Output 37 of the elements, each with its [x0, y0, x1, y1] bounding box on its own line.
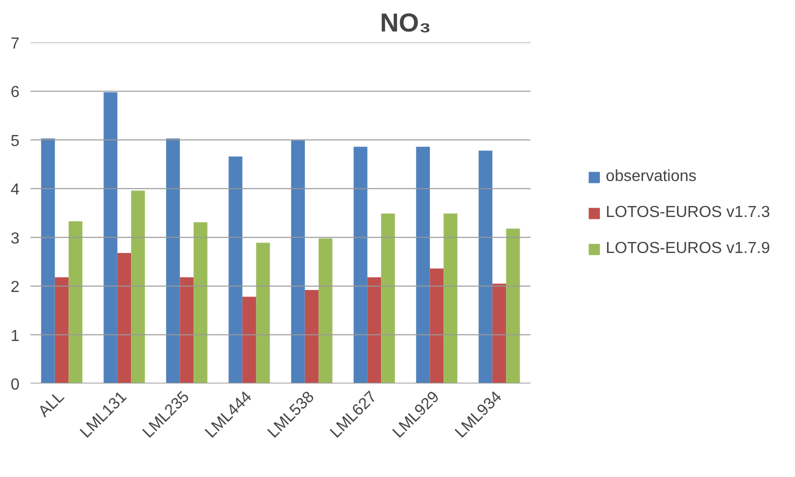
bar [166, 138, 180, 384]
bar [291, 140, 305, 384]
y-tick-label: 2 [10, 279, 20, 296]
bar [194, 222, 208, 384]
bar [228, 156, 242, 384]
bar [506, 228, 520, 384]
bar [131, 190, 145, 384]
y-tick-label: 7 [10, 36, 20, 52]
bar [256, 242, 270, 384]
bar [492, 284, 506, 384]
bar [444, 213, 458, 384]
legend-label: LOTOS-EUROS v1.7.3 [606, 204, 770, 222]
y-tick-label: 0 [10, 376, 20, 394]
bar [180, 277, 194, 384]
bar [41, 138, 55, 384]
bar [367, 277, 382, 384]
y-tick-label: 6 [10, 84, 20, 102]
y-tick-label: 5 [10, 132, 20, 150]
bar [478, 150, 492, 384]
bar [381, 213, 395, 384]
bar [117, 252, 132, 384]
legend-label: observations [606, 168, 697, 186]
bar [416, 146, 430, 384]
legend-label: LOTOS-EUROS v1.7.9 [606, 240, 770, 258]
bar [104, 92, 118, 384]
bar [68, 221, 82, 384]
y-tick-label: 1 [10, 328, 20, 345]
x-tick-label: ALL [36, 388, 68, 421]
bar [304, 290, 319, 384]
bar [354, 146, 368, 384]
y-tick-label: 4 [10, 182, 20, 199]
bar [54, 277, 69, 384]
bar [242, 296, 256, 384]
bar [430, 268, 444, 384]
bar [318, 238, 332, 384]
chart-title: NO₃ [380, 8, 432, 38]
y-tick-label: 3 [10, 230, 20, 248]
